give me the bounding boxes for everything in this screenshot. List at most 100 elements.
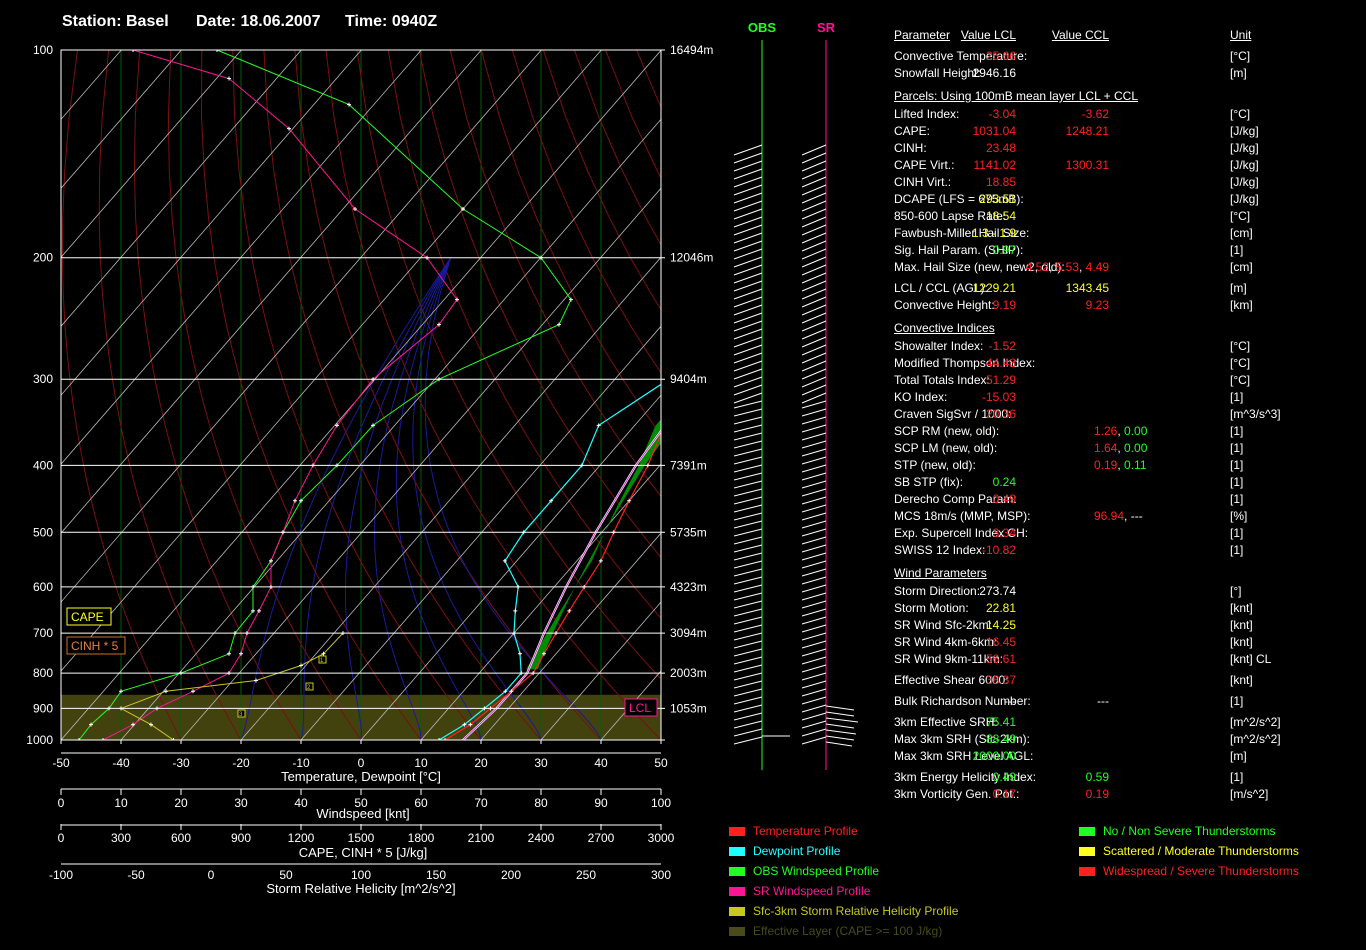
param-unit: [°C]: [1230, 373, 1251, 387]
temp-axis-tick-label: -40: [112, 756, 130, 770]
sr-wind-barb: [801, 152, 827, 164]
param-value-old: 0.11: [1124, 458, 1147, 472]
obs-wind-barb: [733, 536, 763, 545]
severity-legend-label: No / Non Severe Thunderstorms: [1103, 824, 1276, 838]
temperature-line-marker: [443, 738, 447, 740]
param-value-ccl: 0.19: [1085, 787, 1109, 801]
sr-wind-barb: [801, 280, 827, 292]
obs-wind-barb: [733, 208, 763, 220]
severity-legend-item: Scattered / Moderate Thunderstorms: [1079, 842, 1299, 860]
obs-wind-barb: [733, 288, 763, 300]
param-unit: [J/kg]: [1230, 158, 1259, 172]
param-name: LCL / CCL (AGL):: [894, 281, 988, 295]
obs-wind-barb: [733, 528, 763, 537]
dry-adiabat: [325, 50, 661, 740]
obs-wind-barb: [733, 344, 763, 356]
param-name: 3km Vorticity Gen. Pot.:: [894, 787, 1020, 801]
obs-wind-barb: [733, 552, 763, 561]
param-value-ccl: 9.23: [1085, 298, 1109, 312]
obs-wind-barb: [733, 560, 763, 569]
obs-wind-barb: [733, 592, 763, 601]
param-name: Derecho Comp Param:: [894, 492, 1017, 506]
param-row: Max. Hail Size (new, new2, old): 4.52, 5.…: [894, 259, 1354, 276]
param-unit: [°C]: [1230, 339, 1251, 353]
obs-wind-barb: [733, 216, 763, 228]
param-value-ccl: 1248.21: [1065, 124, 1109, 138]
param-row: CAPE: 1031.04 1248.21 [J/kg]: [894, 123, 1354, 140]
param-value-part: 4.52: [1025, 260, 1049, 274]
param-value-sep: ,: [1117, 424, 1125, 438]
param-value-ccl: 1343.45: [1065, 281, 1109, 295]
height-label: 3094m: [670, 626, 707, 640]
param-row: MCS 18m/s (MMP, MSP): 96.94, --- [%]: [894, 508, 1354, 525]
wind-axis-tick-label: 50: [354, 796, 368, 810]
cape-box: [66, 607, 112, 626]
param-name: 850-600 Lapse Rate:: [894, 209, 1007, 223]
param-unit: [m]: [1230, 749, 1247, 763]
param-row: 3km Effective SRH: 75.41 [m^2/s^2]: [894, 714, 1354, 731]
dry-adiabat: [294, 50, 602, 740]
sr-wind-barb: [801, 544, 827, 553]
temperature-line-marker: [567, 608, 572, 613]
param-value-lcl: 0.49: [992, 492, 1016, 506]
obs-wind-barb: [733, 648, 763, 657]
param-value-lcl: -1.52: [988, 339, 1016, 353]
obs-wind-barb: [733, 640, 763, 649]
param-row: Sig. Hail Param. (SHIP): 0.97 [1]: [894, 242, 1354, 259]
param-name: CAPE:: [894, 124, 931, 138]
param-value-lcl: -15.03: [981, 390, 1016, 404]
pressure-label: 500: [33, 525, 53, 539]
param-unit: [°]: [1230, 584, 1242, 598]
sr-wind-barb: [801, 560, 827, 569]
param-row: Convective Height: 9.19 9.23 [km]: [894, 297, 1354, 314]
srh-level-mark: [237, 709, 246, 718]
obs-wind-barb: [733, 336, 763, 348]
srh-line-marker: [321, 651, 326, 656]
sr-wind-barb: [801, 672, 827, 681]
pressure-label: 700: [33, 626, 53, 640]
sr-wind-barb: [801, 576, 827, 585]
dry-adiabat: [511, 50, 661, 374]
param-unit: [%]: [1230, 509, 1248, 523]
sr-windspeed-line-marker: [353, 207, 357, 212]
param-name: 3km Effective SRH:: [894, 715, 998, 729]
param-name: Total Totals Index:: [894, 373, 990, 387]
obs-wind-barb: [733, 512, 763, 521]
obs-wind-barb: [733, 624, 763, 633]
param-value-lcl: -10.82: [981, 543, 1016, 557]
obs-wind-barb: [733, 240, 763, 252]
dry-adiabat: [605, 50, 661, 179]
height-label: 9404m: [670, 372, 707, 386]
section-convective: Convective Indices: [894, 321, 995, 335]
pressure-label: 100: [33, 43, 53, 57]
obs-wind-barb: [733, 232, 763, 244]
param-value-lcl: 14.25: [985, 618, 1016, 632]
param-unit: [m^2/s^2]: [1230, 715, 1281, 729]
sr-wind-barb: [801, 192, 827, 204]
height-label: 4323m: [670, 580, 707, 594]
obs-windspeed-line-marker: [557, 322, 561, 327]
sr-wind-barb: [801, 600, 827, 609]
sr-wind-barb: [801, 272, 827, 284]
cape-axis-tick-label: 900: [231, 831, 251, 845]
height-label: 7391m: [670, 458, 707, 472]
sr-wind-barb: [801, 400, 827, 409]
param-unit: [knt] CL: [1230, 652, 1272, 666]
sr-wind-barb: [801, 416, 827, 425]
sr-wind-barb: [801, 296, 827, 308]
sr-windspeed-line-marker: [101, 738, 105, 740]
temperature-line-marker: [542, 651, 547, 656]
param-row: SR Wind 4km-6km: 16.45 [knt]: [894, 634, 1354, 651]
param-unit: [°C]: [1230, 49, 1251, 63]
sr-wind-barb: [801, 264, 827, 276]
param-value-part: ,: [1078, 260, 1086, 274]
cape-axis-tick-label: 1800: [408, 831, 435, 845]
cape-area: [526, 419, 661, 670]
srh-axis-tick-label: 0: [208, 868, 215, 882]
param-unit: [1]: [1230, 475, 1244, 489]
legend-severity: No / Non Severe Thunderstorms Scattered /…: [1079, 822, 1359, 882]
param-value-lcl: 1.26: [1094, 424, 1118, 438]
pressure-label: 800: [33, 666, 53, 680]
srh-line-marker: [164, 689, 168, 694]
dry-adiabat: [133, 50, 302, 740]
